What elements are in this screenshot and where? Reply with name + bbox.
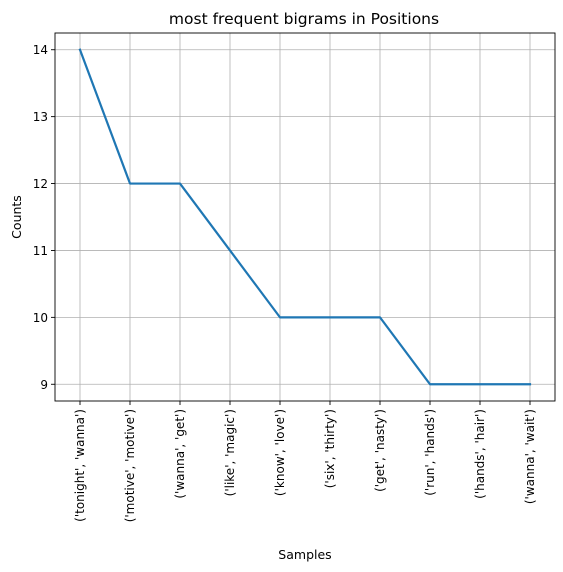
x-tick-label: ('know', 'love') [273,409,287,496]
chart-title: most frequent bigrams in Positions [169,10,439,28]
y-tick-label: 10 [33,311,48,325]
x-axis-label: Samples [278,547,331,562]
y-tick-label: 12 [33,177,48,191]
x-tick-label: ('hands', 'hair') [473,409,487,499]
grid-lines [55,33,555,401]
y-axis-ticks: 9 10 11 12 13 14 [33,43,55,392]
series-line [78,48,532,386]
y-tick-label: 9 [40,378,48,392]
x-tick-label: ('wanna', 'get') [173,409,187,499]
x-tick-label: ('tonight', 'wanna') [73,409,87,522]
y-tick-label: 13 [33,110,48,124]
series-group [78,48,532,386]
plot-frame [54,32,556,402]
y-axis-label: Counts [9,195,24,239]
x-tick-label: ('motive', 'motive') [123,409,137,522]
y-tick-label: 11 [33,244,48,258]
axes-frame [54,32,556,402]
x-axis-ticks: ('tonight', 'wanna') ('motive', 'motive')… [73,401,537,522]
x-tick-label: ('run', 'hands') [423,409,437,496]
x-tick-label: ('six', 'thirty') [323,409,337,488]
x-tick-label: ('wanna', 'wait') [523,409,537,504]
y-tick-label: 14 [33,43,48,57]
x-tick-label: ('like', 'magic') [223,409,237,496]
x-tick-label: ('get', 'nasty') [373,409,387,492]
